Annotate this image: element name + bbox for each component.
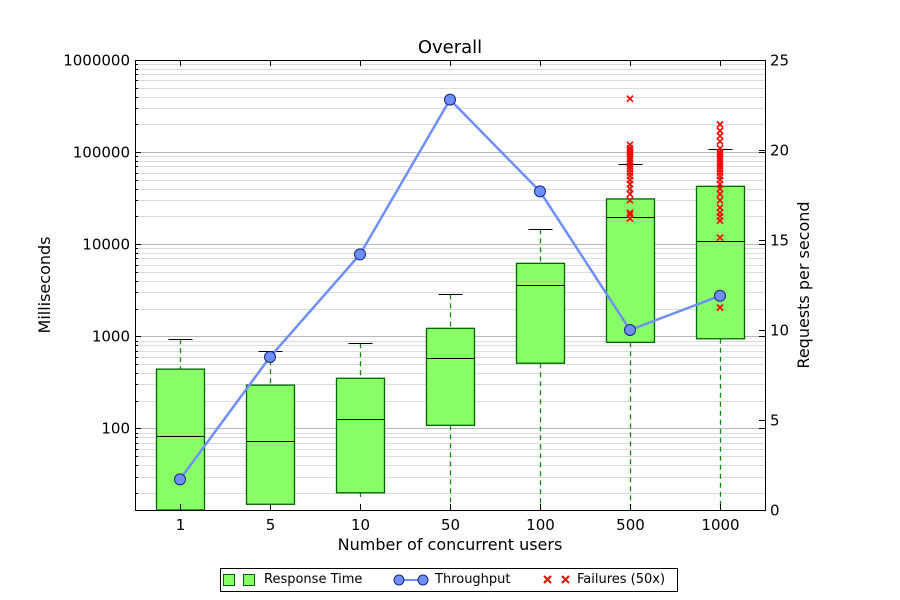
y-tick-label: 100000: [73, 144, 130, 162]
y2-tick-label: 25: [770, 52, 789, 70]
failure-marker: [716, 127, 724, 135]
box-body: [155, 368, 206, 511]
chart-title: Overall: [418, 37, 482, 58]
box-100: [515, 229, 566, 510]
y-tick-label: 100: [101, 420, 130, 438]
throughput-point-50: [444, 93, 456, 106]
throughput-point-10: [354, 248, 366, 261]
x-tick-label: 100: [526, 516, 555, 534]
x-axis-ticks: 1 5 10 50 100 500 1000: [176, 60, 740, 534]
legend-label-response-time: Response Time: [264, 572, 363, 587]
x-axis-label: Number of concurrent users: [338, 535, 563, 554]
box-body: [695, 185, 746, 340]
legend-label-failures: Failures (50x): [577, 572, 666, 587]
legend-item-failures: Failures (50x): [541, 569, 677, 591]
throughput-point-1000: [714, 289, 726, 302]
y-tick-label: 1000: [92, 328, 130, 346]
failure-marker: [626, 95, 634, 103]
legend-label-throughput: Throughput: [435, 572, 511, 587]
x-tick-label: 50: [441, 516, 460, 534]
legend-swatch-box: [223, 574, 235, 586]
failure-marker: [626, 190, 634, 198]
box-500: [605, 163, 656, 510]
failure-marker: [626, 141, 634, 149]
y2-tick-label: 0: [770, 502, 780, 520]
box-50: [425, 294, 476, 510]
legend-item-throughput: Throughput: [393, 569, 513, 591]
box-1000: [695, 149, 746, 510]
failure-marker: [626, 162, 634, 170]
y2-tick-label: 10: [770, 322, 789, 340]
y-tick-label: 10000: [82, 236, 130, 254]
x-tick-label: 10: [351, 516, 370, 534]
throughput-point-5: [264, 351, 276, 363]
boxplots: [155, 149, 746, 511]
failure-marker: [716, 234, 724, 242]
throughput-line: [174, 93, 726, 486]
failure-marker: [716, 190, 724, 198]
y2-tick-label: 5: [770, 412, 780, 430]
left-axis-ticks: 100 1000 10000 100000 1000000: [63, 52, 765, 494]
legend-throughput-marker: [393, 574, 429, 586]
box-body: [605, 198, 656, 343]
legend-swatch-box: [243, 574, 255, 586]
failure-marker: [716, 120, 724, 128]
throughput-point-1: [174, 473, 186, 486]
throughput-point-500: [624, 324, 636, 336]
failure-marker: [716, 203, 724, 212]
right-axis-ticks: 0 5 10 15 20 25: [759, 52, 789, 520]
throughput-point-100: [534, 185, 546, 198]
box-body: [425, 327, 476, 426]
x-tick-label: 500: [616, 516, 645, 534]
box-body: [515, 262, 566, 364]
failure-marker: [716, 138, 724, 146]
y-axis-label: Milliseconds: [35, 237, 54, 334]
failure-marker: [626, 214, 634, 223]
box-body: [335, 377, 386, 494]
failure-marker: [716, 144, 724, 152]
failure-marker: [626, 196, 634, 204]
box-body: [245, 384, 296, 505]
y2-tick-label: 15: [770, 232, 789, 250]
x-tick-label: 1: [176, 516, 186, 534]
y-tick-label: 1000000: [63, 52, 130, 70]
y2-axis-label: Requests per second: [794, 201, 813, 368]
legend: Response Time Throughput Failures (50x): [220, 568, 678, 592]
y2-tick-label: 20: [770, 142, 789, 160]
failure-markers: [626, 95, 724, 312]
failure-marker: [626, 146, 634, 154]
failure-marker: [716, 162, 724, 170]
x-tick-label: 1000: [701, 516, 739, 534]
failure-marker: [716, 304, 724, 312]
box-10: [335, 343, 386, 497]
x-tick-label: 5: [266, 516, 276, 534]
legend-failure-marker: [543, 575, 570, 584]
failure-marker: [626, 209, 634, 217]
box-5: [245, 351, 296, 505]
failure-marker: [716, 150, 724, 158]
failure-marker: [716, 196, 724, 204]
